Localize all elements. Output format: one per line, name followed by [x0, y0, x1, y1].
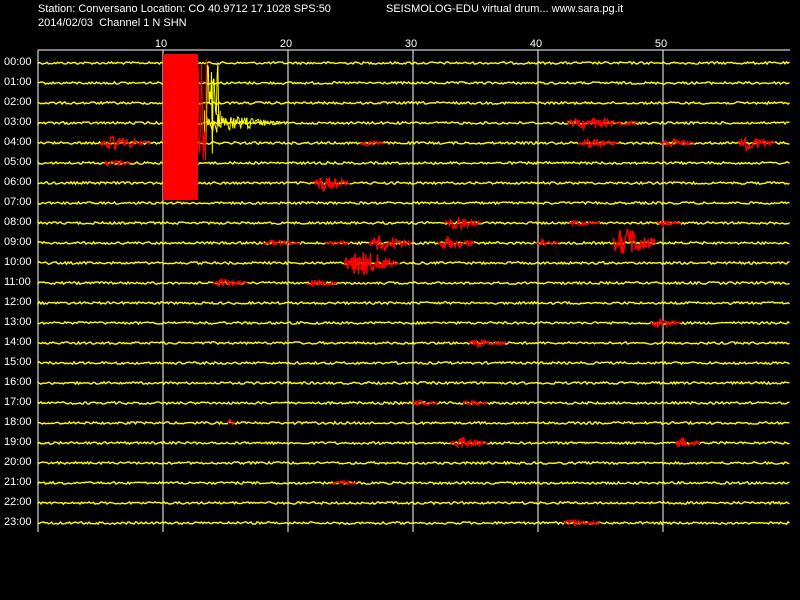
trace-line: [37, 280, 790, 286]
trace-line: [37, 320, 790, 326]
seismic-event-trace: [368, 235, 413, 252]
hour-label: 08:00: [4, 216, 32, 228]
seismic-event-trace: [444, 217, 482, 231]
hour-label: 06:00: [4, 176, 32, 188]
seismic-event-trace: [612, 228, 657, 255]
seismic-event-trace: [650, 318, 682, 329]
hour-label: 05:00: [4, 156, 32, 168]
minute-tick-label: 10: [154, 38, 168, 50]
trace-line: [37, 159, 790, 166]
hour-label: 03:00: [4, 116, 32, 128]
trace-line: [37, 240, 790, 246]
seismic-event-trace: [562, 518, 601, 527]
hour-label: 13:00: [4, 316, 32, 328]
station-info: Station: Conversano Location: CO 40.9712…: [38, 3, 331, 15]
hour-label: 21:00: [4, 476, 32, 488]
trace-line: [37, 360, 790, 366]
minute-tick-label: 20: [279, 38, 293, 50]
hour-label: 07:00: [4, 196, 32, 208]
saturated-event-block: [193, 58, 207, 161]
hour-label: 14:00: [4, 336, 32, 348]
seismic-event-trace: [656, 218, 682, 229]
hour-label: 10:00: [4, 256, 32, 268]
seismic-event-trace: [359, 140, 386, 147]
trace-line: [37, 100, 790, 106]
trace-line: [37, 60, 790, 66]
seismic-event-trace: [343, 252, 401, 275]
seismic-event-trace: [737, 137, 776, 153]
event-coda-trace: [203, 63, 221, 154]
trace-line: [37, 180, 790, 186]
minute-tick-label: 40: [529, 38, 543, 50]
minute-tick-label: 30: [404, 38, 418, 50]
trace-line: [37, 80, 790, 86]
seismic-event-trace: [212, 278, 248, 288]
trace-line: [37, 380, 790, 386]
hour-label: 16:00: [4, 376, 32, 388]
trace-line: [37, 300, 790, 307]
seismic-event-trace: [324, 239, 351, 247]
seismic-event-trace: [577, 137, 620, 149]
hour-label: 23:00: [4, 516, 32, 528]
seismic-event-trace: [306, 279, 338, 289]
trace-line: [37, 120, 790, 126]
hour-label: 04:00: [4, 136, 32, 148]
seismic-event-trace: [566, 116, 639, 132]
trace-line: [37, 500, 790, 506]
seismic-event-trace: [468, 338, 507, 349]
seismic-event-trace: [227, 418, 236, 427]
trace-line: [37, 460, 790, 466]
seismic-event-trace: [437, 236, 476, 250]
trace-line: [37, 200, 790, 206]
hour-label: 22:00: [4, 496, 32, 508]
seismic-event-trace: [568, 219, 601, 228]
trace-line: [37, 440, 790, 446]
trace-line: [37, 140, 790, 146]
trace-line: [37, 480, 790, 486]
drum-title: SEISMOLOG-EDU virtual drum... www.sara.p…: [386, 3, 624, 15]
seismic-event-trace: [262, 239, 301, 247]
hour-label: 20:00: [4, 456, 32, 468]
trace-line: [37, 420, 790, 426]
saturated-event-block: [163, 54, 198, 200]
seismic-event-trace: [103, 159, 132, 168]
seismic-event-trace: [312, 177, 351, 193]
hour-label: 00:00: [4, 56, 32, 68]
seismic-event-trace: [331, 479, 357, 487]
hour-label: 17:00: [4, 396, 32, 408]
hour-label: 15:00: [4, 356, 32, 368]
hour-label: 01:00: [4, 76, 32, 88]
hour-label: 02:00: [4, 96, 32, 108]
hour-label: 12:00: [4, 296, 32, 308]
seismic-event-trace: [462, 398, 488, 406]
seismic-event-trace: [99, 135, 151, 152]
seismic-event-trace: [412, 399, 438, 407]
date-channel-info: 2014/02/03 Channel 1 N SHN: [38, 17, 187, 29]
trace-line: [37, 260, 790, 266]
seismic-event-trace: [450, 436, 488, 449]
trace-line: [37, 520, 790, 526]
hour-label: 19:00: [4, 436, 32, 448]
hour-label: 11:00: [4, 276, 31, 288]
seismic-event-trace: [675, 437, 700, 449]
hour-label: 18:00: [4, 416, 32, 428]
event-coda-trace: [206, 114, 283, 133]
seismic-event-trace: [660, 137, 695, 148]
trace-line: [37, 340, 790, 346]
hour-label: 09:00: [4, 236, 32, 248]
minute-tick-label: 50: [654, 38, 668, 50]
seismic-event-trace: [535, 237, 561, 247]
